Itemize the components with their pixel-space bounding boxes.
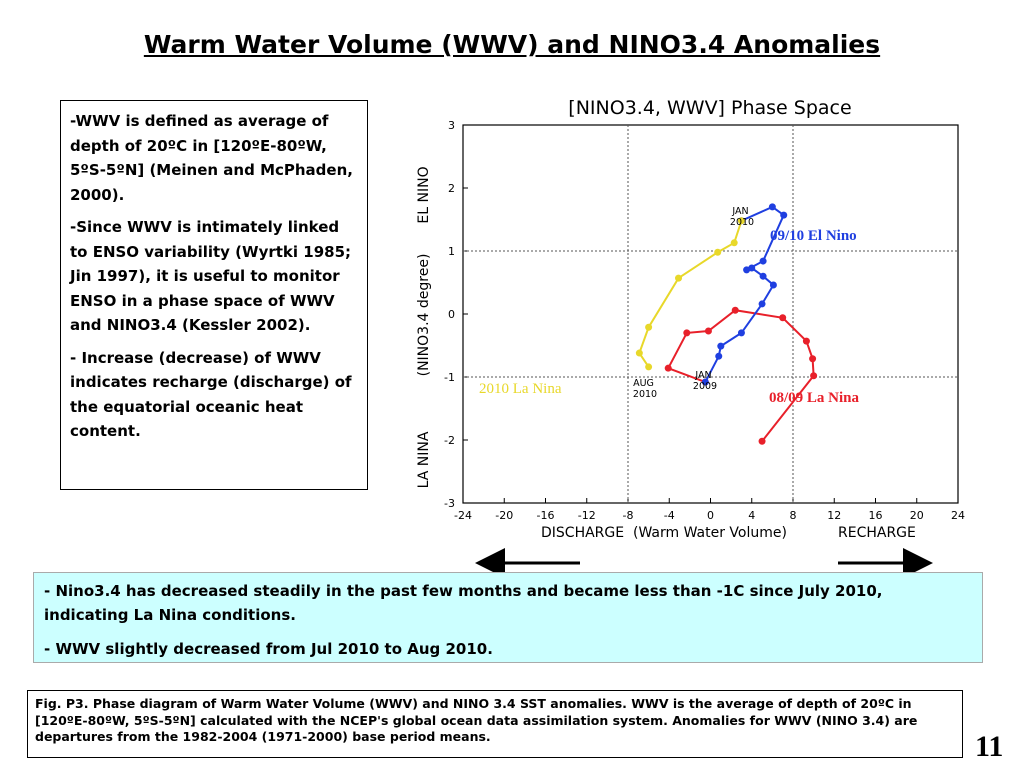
y-tick-label: -3 (444, 497, 455, 510)
data-point (737, 217, 745, 225)
caption: Fig. P3. Phase diagram of Warm Water Vol… (27, 690, 963, 758)
x-tick-label: 0 (707, 509, 714, 522)
x-tick-label: 24 (951, 509, 965, 522)
x-tick-label: 12 (827, 509, 841, 522)
data-point (810, 372, 818, 380)
x-axis-label: DISCHARGE (541, 525, 624, 541)
y-tick-label: 0 (448, 308, 455, 321)
y-tick-label: -1 (444, 371, 455, 384)
paragraph: - Increase (decrease) of WWV indicates r… (70, 348, 352, 441)
x-axis-label: RECHARGE (838, 525, 916, 541)
data-point (701, 378, 709, 386)
x-tick-label: -20 (495, 509, 513, 522)
data-point (645, 363, 653, 371)
data-point (768, 203, 776, 211)
data-point (737, 329, 745, 337)
data-point (715, 352, 723, 360)
data-point (759, 272, 767, 280)
series-label: 2010 La Nina (479, 381, 562, 397)
data-point (714, 248, 722, 256)
x-tick-label: -12 (578, 509, 596, 522)
data-point (758, 437, 766, 445)
paragraph: - WWV slightly decreased from Jul 2010 t… (44, 640, 493, 658)
data-point (809, 355, 817, 363)
data-point (704, 327, 712, 335)
data-point (730, 239, 738, 247)
x-axis-label: (Warm Water Volume) (633, 525, 787, 541)
data-point (731, 306, 739, 314)
x-tick-label: 20 (910, 509, 924, 522)
y-axis-label: EL NINO (416, 166, 432, 223)
paragraph: -WWV is defined as average of depth of 2… (70, 112, 353, 204)
data-point (743, 266, 751, 274)
data-point (717, 342, 725, 350)
data-point (664, 364, 672, 372)
data-point (780, 211, 788, 219)
point-annotation: JAN 2009 (693, 370, 717, 392)
data-point (675, 274, 683, 282)
series-label: 08/09 La Nina (769, 390, 860, 406)
data-point (645, 323, 653, 331)
data-point (779, 314, 787, 322)
definition-box: -WWV is defined as average of depth of 2… (60, 100, 368, 490)
x-tick-label: 16 (869, 509, 883, 522)
x-tick-label: 8 (790, 509, 797, 522)
y-axis-label: LA NINA (416, 431, 432, 488)
slide-title: Warm Water Volume (WWV) and NINO3.4 Anom… (143, 30, 881, 59)
paragraph: -Since WWV is intimately linked to ENSO … (70, 218, 352, 334)
series-line (666, 309, 815, 442)
chart-title: [NINO3.4, WWV] Phase Space (568, 97, 851, 119)
y-tick-label: 2 (448, 182, 455, 195)
data-point (769, 281, 777, 289)
x-tick-label: -16 (537, 509, 555, 522)
page-number: 11 (975, 730, 1004, 763)
series-line (638, 220, 743, 368)
paragraph: - Nino3.4 has decreased steadily in the … (44, 582, 883, 624)
data-point (635, 349, 643, 357)
point-annotation: JAN 2010 (730, 206, 754, 228)
x-tick-label: -8 (623, 509, 634, 522)
series-label: 09/10 El Nino (770, 228, 857, 244)
x-tick-label: 4 (748, 509, 755, 522)
y-tick-label: 1 (448, 245, 455, 258)
data-point (758, 300, 766, 308)
summary-box: - Nino3.4 has decreased steadily in the … (33, 572, 983, 663)
plot-frame (462, 124, 959, 504)
x-tick-label: -24 (454, 509, 472, 522)
point-annotation: AUG 2010 (633, 378, 657, 400)
data-point (759, 257, 767, 265)
y-tick-label: 3 (448, 119, 455, 132)
data-point (802, 337, 810, 345)
data-point (683, 329, 691, 337)
x-tick-label: -4 (664, 509, 675, 522)
y-axis-label: (NINO3.4 degree) (416, 254, 432, 377)
y-tick-label: -2 (444, 434, 455, 447)
